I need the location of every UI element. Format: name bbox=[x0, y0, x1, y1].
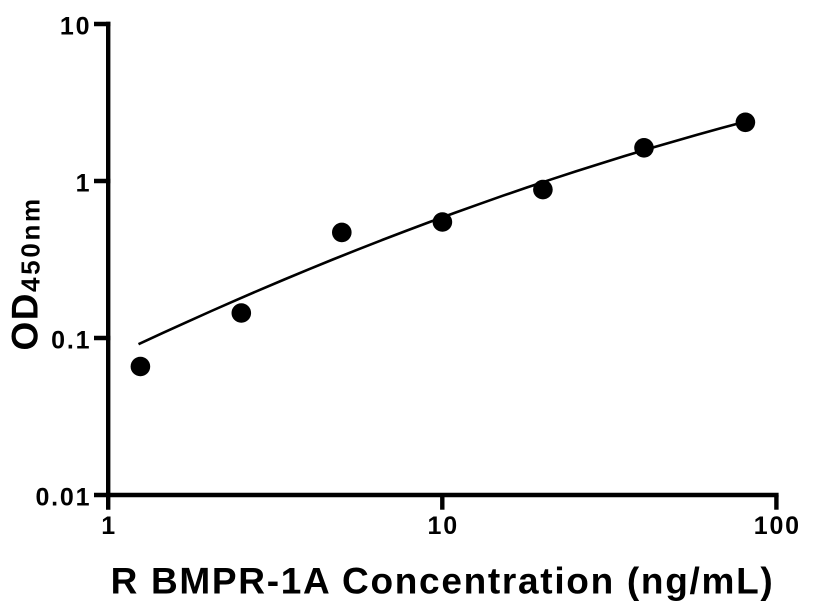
svg-text:10: 10 bbox=[427, 512, 458, 540]
svg-text:0.1: 0.1 bbox=[51, 327, 91, 355]
svg-text:10: 10 bbox=[60, 13, 91, 41]
svg-text:0.01: 0.01 bbox=[35, 484, 91, 512]
svg-text:OD450nm: OD450nm bbox=[5, 196, 46, 350]
svg-text:R BMPR-1A Concentration (ng/mL: R BMPR-1A Concentration (ng/mL) bbox=[111, 561, 775, 602]
svg-text:1: 1 bbox=[101, 512, 117, 540]
svg-text:100: 100 bbox=[754, 512, 801, 540]
svg-text:1: 1 bbox=[76, 170, 92, 198]
